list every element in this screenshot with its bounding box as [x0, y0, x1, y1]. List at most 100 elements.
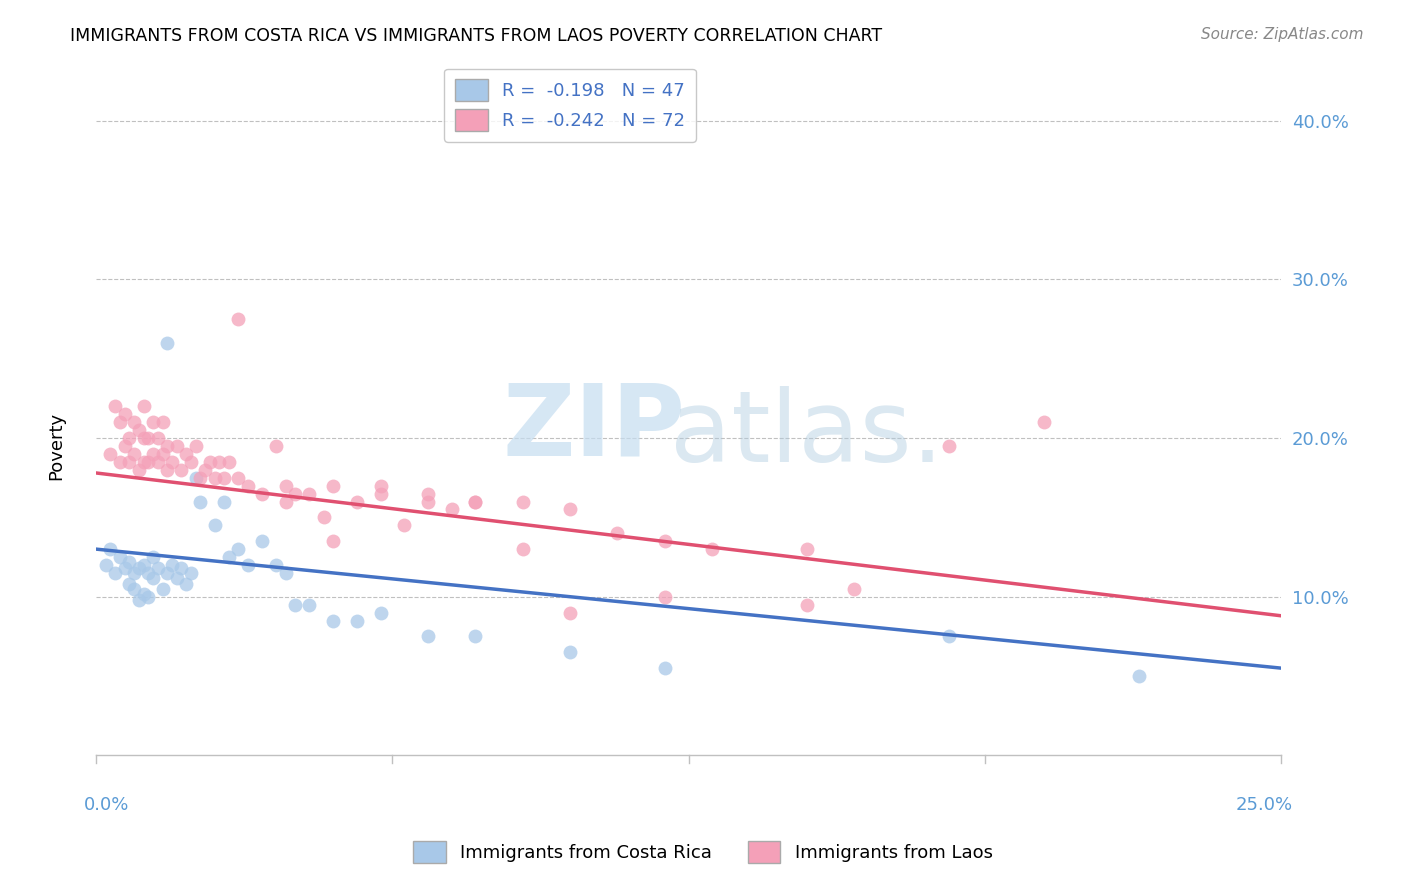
Point: [146, 455, 169, 469]
Point: [118, 577, 141, 591]
Point: [194, 463, 217, 477]
Point: [274, 478, 297, 492]
Point: [274, 494, 297, 508]
Point: [132, 558, 155, 572]
Point: [464, 629, 486, 643]
Point: [702, 542, 724, 557]
Point: [156, 439, 179, 453]
Point: [1128, 669, 1150, 683]
Point: [346, 614, 368, 628]
Point: [142, 447, 165, 461]
Text: IMMIGRANTS FROM COSTA RICA VS IMMIGRANTS FROM LAOS POVERTY CORRELATION CHART: IMMIGRANTS FROM COSTA RICA VS IMMIGRANTS…: [70, 27, 883, 45]
Point: [142, 415, 165, 429]
Point: [284, 486, 307, 500]
Legend: R =  -0.198   N = 47, R =  -0.242   N = 72: R = -0.198 N = 47, R = -0.242 N = 72: [444, 69, 696, 142]
Point: [100, 447, 122, 461]
Point: [228, 471, 250, 485]
Point: [108, 455, 131, 469]
Point: [146, 431, 169, 445]
Point: [146, 561, 169, 575]
Point: [218, 455, 240, 469]
Point: [464, 494, 486, 508]
Point: [512, 542, 534, 557]
Point: [100, 542, 122, 557]
Point: [156, 566, 179, 580]
Text: Poverty: Poverty: [48, 412, 65, 480]
Point: [142, 550, 165, 565]
Point: [118, 455, 141, 469]
Text: 0.0%: 0.0%: [84, 797, 129, 814]
Point: [136, 455, 159, 469]
Point: [190, 471, 212, 485]
Point: [322, 534, 344, 549]
Point: [322, 614, 344, 628]
Point: [558, 645, 581, 659]
Point: [204, 471, 226, 485]
Point: [122, 415, 145, 429]
Point: [464, 494, 486, 508]
Point: [160, 455, 183, 469]
Text: ZIP: ZIP: [502, 379, 685, 476]
Point: [170, 463, 193, 477]
Point: [218, 550, 240, 565]
Point: [938, 629, 960, 643]
Point: [122, 566, 145, 580]
Point: [370, 478, 392, 492]
Point: [132, 455, 155, 469]
Point: [416, 494, 439, 508]
Point: [558, 606, 581, 620]
Point: [236, 558, 259, 572]
Point: [844, 582, 866, 596]
Legend: Immigrants from Costa Rica, Immigrants from Laos: Immigrants from Costa Rica, Immigrants f…: [402, 830, 1004, 874]
Point: [512, 494, 534, 508]
Point: [312, 510, 335, 524]
Point: [104, 400, 127, 414]
Point: [228, 312, 250, 326]
Point: [796, 542, 818, 557]
Point: [184, 471, 207, 485]
Point: [274, 566, 297, 580]
Point: [322, 478, 344, 492]
Point: [152, 415, 174, 429]
Text: atlas.: atlas.: [671, 386, 943, 483]
Point: [122, 447, 145, 461]
Point: [284, 598, 307, 612]
Text: 25.0%: 25.0%: [1236, 797, 1292, 814]
Point: [208, 455, 231, 469]
Point: [114, 561, 136, 575]
Point: [160, 558, 183, 572]
Point: [204, 518, 226, 533]
Point: [136, 566, 159, 580]
Point: [392, 518, 415, 533]
Point: [156, 335, 179, 350]
Point: [94, 558, 117, 572]
Point: [166, 571, 188, 585]
Point: [264, 439, 287, 453]
Point: [1032, 415, 1054, 429]
Text: Source: ZipAtlas.com: Source: ZipAtlas.com: [1201, 27, 1364, 42]
Point: [132, 431, 155, 445]
Point: [128, 561, 150, 575]
Point: [370, 606, 392, 620]
Point: [170, 561, 193, 575]
Point: [128, 423, 150, 437]
Point: [180, 566, 202, 580]
Point: [174, 577, 197, 591]
Point: [136, 431, 159, 445]
Point: [132, 400, 155, 414]
Point: [228, 542, 250, 557]
Point: [128, 593, 150, 607]
Point: [558, 502, 581, 516]
Point: [298, 598, 321, 612]
Point: [250, 486, 273, 500]
Point: [346, 494, 368, 508]
Point: [152, 447, 174, 461]
Point: [654, 590, 676, 604]
Point: [142, 571, 165, 585]
Point: [236, 478, 259, 492]
Point: [122, 582, 145, 596]
Point: [132, 586, 155, 600]
Point: [174, 447, 197, 461]
Point: [440, 502, 463, 516]
Point: [104, 566, 127, 580]
